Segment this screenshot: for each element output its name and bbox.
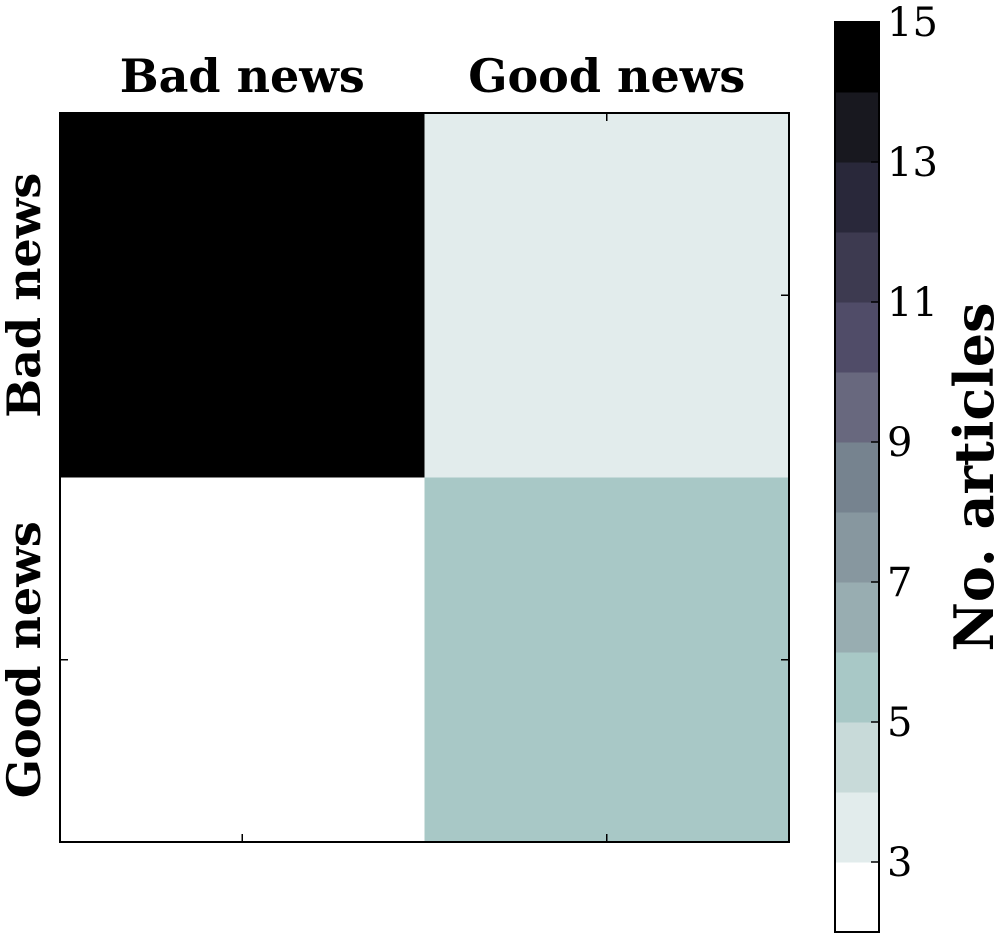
colorbar-band xyxy=(835,372,879,443)
colorbar-band xyxy=(835,162,879,233)
colorbar-band xyxy=(835,862,879,933)
row-label: Bad news xyxy=(0,173,51,418)
plot-ticks xyxy=(60,113,789,842)
heatmap-cell-r0-c1 xyxy=(424,113,789,478)
colorbar-tick-label: 3 xyxy=(887,840,912,886)
colorbar-tick-label: 5 xyxy=(887,700,912,746)
row-labels: Bad news Good news xyxy=(0,173,51,799)
colorbar-band xyxy=(835,22,879,93)
heatmap-cells xyxy=(60,113,789,842)
colorbar-band xyxy=(835,722,879,793)
heatmap-cell-r0-c0 xyxy=(60,113,425,478)
colorbar-tick-label: 13 xyxy=(887,140,938,186)
colorbar-tick-label: 15 xyxy=(887,0,938,46)
heatmap-cell-r1-c1 xyxy=(424,477,789,842)
heatmap-cell-r1-c0 xyxy=(60,477,425,842)
colorbar-band xyxy=(835,582,879,653)
colorbar-band xyxy=(835,512,879,583)
column-label: Bad news xyxy=(120,49,365,103)
colorbar-tick-label: 11 xyxy=(887,280,938,326)
colorbar-frame xyxy=(834,21,880,933)
column-labels: Bad news Good news xyxy=(120,49,746,103)
colorbar-band xyxy=(835,92,879,163)
colorbar-band xyxy=(835,302,879,373)
colorbar-band xyxy=(835,232,879,303)
colorbar-band xyxy=(835,792,879,863)
colorbar-ticks: 3 5 7 9 11 13 15 xyxy=(871,0,938,886)
row-label: Good news xyxy=(0,521,51,798)
colorbar-band xyxy=(835,442,879,513)
colorbar: 3 5 7 9 11 13 15 No. articles xyxy=(834,0,1000,933)
colorbar-bands xyxy=(835,22,879,933)
plot-frame xyxy=(59,112,790,843)
colorbar-tick-label: 9 xyxy=(887,420,912,466)
colorbar-title: No. articles xyxy=(942,302,1000,651)
colorbar-band xyxy=(835,652,879,723)
colorbar-tick-label: 7 xyxy=(887,560,912,606)
column-label: Good news xyxy=(468,49,745,103)
